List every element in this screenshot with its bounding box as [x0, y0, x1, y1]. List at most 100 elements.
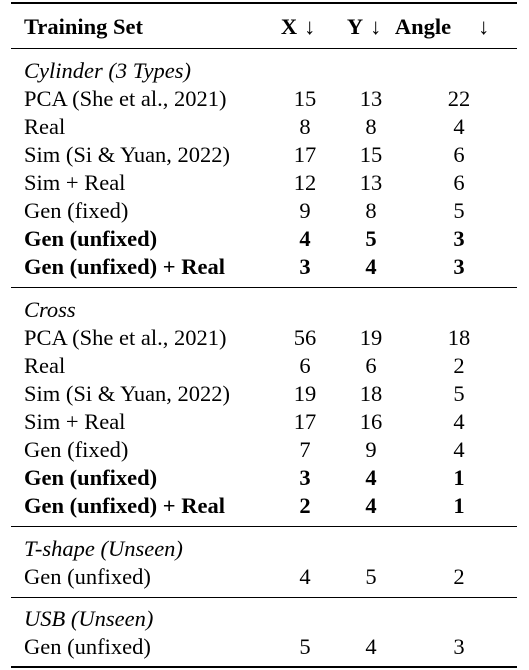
training-set-cell: Gen (fixed): [24, 437, 129, 462]
y-error-cell-value: 9: [365, 437, 377, 462]
y-error-cell-value: 15: [359, 142, 383, 167]
training-set-cell: Gen (unfixed): [24, 634, 151, 659]
table-row: Sim + Real 17 16 4: [0, 408, 529, 436]
down-arrow-icon: ↓: [478, 14, 490, 39]
group-title: T-shape (Unseen): [0, 535, 529, 563]
x-error-cell-value: 6: [299, 353, 311, 378]
angle-error-cell-value: 3: [453, 634, 465, 659]
y-error-cell-value: 8: [365, 198, 377, 223]
group-title: USB (Unseen): [0, 605, 529, 633]
down-arrow-icon: ↓: [370, 14, 382, 39]
angle-error-cell-value: 4: [453, 114, 465, 139]
x-error-cell-value: 3: [299, 465, 311, 490]
table-row: Gen (unfixed) 4 5 2: [0, 563, 529, 591]
header-row: Training Set X ↓ Y ↓ Angle ↓: [24, 14, 490, 39]
table-row: Gen (fixed) 7 9 4: [0, 436, 529, 464]
group-title-label: T-shape (Unseen): [24, 536, 183, 561]
angle-error-cell-value: 2: [453, 353, 465, 378]
group-rule: [11, 597, 517, 598]
training-set-cell: Gen (unfixed): [24, 226, 158, 251]
x-error-cell-value: 7: [299, 437, 311, 462]
training-set-cell: Sim + Real: [24, 170, 126, 195]
table-row: Sim (Si & Yuan, 2022) 19 18 5: [0, 380, 529, 408]
x-error-cell-value: 5: [299, 634, 311, 659]
y-error-cell-value: 4: [365, 634, 377, 659]
training-set-cell: Sim + Real: [24, 409, 126, 434]
angle-error-cell-value: 3: [453, 254, 465, 279]
training-set-cell: Sim (Si & Yuan, 2022): [24, 381, 231, 406]
x-error-cell-value: 15: [293, 86, 317, 111]
table-row: Gen (fixed) 9 8 5: [0, 197, 529, 225]
x-error-cell-value: 17: [293, 409, 317, 434]
y-error-cell-value: 16: [359, 409, 383, 434]
y-error-cell-value: 19: [359, 325, 383, 350]
training-set-cell: Real: [24, 114, 66, 139]
table-row: Sim (Si & Yuan, 2022) 17 15 6: [0, 141, 529, 169]
table-row: Gen (unfixed) + Real 2 4 1: [0, 492, 529, 520]
training-set-cell: Gen (unfixed) + Real: [24, 254, 225, 279]
y-error-cell-value: 4: [365, 254, 377, 279]
group-title-label: USB (Unseen): [24, 606, 154, 631]
angle-error-cell-value: 1: [453, 493, 465, 518]
y-error-cell-value: 8: [365, 114, 377, 139]
header-training-set: Training Set: [24, 14, 143, 39]
training-set-cell: Real: [24, 353, 66, 378]
angle-error-cell-value: 6: [453, 142, 465, 167]
training-set-cell: Gen (unfixed) + Real: [24, 493, 225, 518]
training-set-cell: Gen (fixed): [24, 198, 129, 223]
y-error-cell-value: 18: [359, 381, 383, 406]
x-error-cell-value: 8: [299, 114, 311, 139]
y-error-cell-value: 13: [359, 170, 383, 195]
y-error-cell-value: 4: [365, 465, 377, 490]
table-row: Sim + Real 12 13 6: [0, 169, 529, 197]
group-title-label: Cross: [24, 297, 76, 322]
top-rule: [11, 2, 517, 4]
angle-error-cell-value: 5: [453, 381, 465, 406]
training-set-cell: Gen (unfixed): [24, 564, 151, 589]
group-rule: [11, 287, 517, 288]
angle-error-cell-value: 18: [447, 325, 471, 350]
table-row: Real 8 8 4: [0, 113, 529, 141]
table-row: PCA (She et al., 2021) 15 13 22: [0, 85, 529, 113]
x-error-cell-value: 2: [299, 493, 311, 518]
table-row: Gen (unfixed) 4 5 3: [0, 225, 529, 253]
y-error-cell-value: 6: [365, 353, 377, 378]
x-error-cell-value: 17: [293, 142, 317, 167]
angle-error-cell-value: 2: [453, 564, 465, 589]
x-error-cell-value: 3: [299, 254, 311, 279]
angle-error-cell-value: 4: [453, 409, 465, 434]
x-error-cell-value: 4: [299, 226, 311, 251]
table-row: Gen (unfixed) 5 4 3: [0, 633, 529, 661]
y-error-cell-value: 5: [365, 564, 377, 589]
bottom-rule: [11, 666, 517, 668]
x-error-cell-value: 4: [299, 564, 311, 589]
angle-error-cell-value: 4: [453, 437, 465, 462]
angle-error-cell-value: 22: [447, 86, 471, 111]
y-error-cell-value: 5: [365, 226, 377, 251]
down-arrow-icon: ↓: [304, 14, 316, 39]
x-error-cell-value: 19: [293, 381, 317, 406]
training-set-cell: PCA (She et al., 2021): [24, 325, 227, 350]
angle-error-cell-value: 6: [453, 170, 465, 195]
group-title-label: Cylinder (3 Types): [24, 58, 192, 83]
y-error-cell-value: 4: [365, 493, 377, 518]
table-row: Gen (unfixed) 3 4 1: [0, 464, 529, 492]
y-error-cell-value: 13: [359, 86, 383, 111]
training-set-cell: PCA (She et al., 2021): [24, 86, 227, 111]
x-error-cell-value: 56: [293, 325, 317, 350]
group-title: Cross: [0, 296, 529, 324]
x-error-cell-value: 9: [299, 198, 311, 223]
angle-error-cell-value: 3: [453, 226, 465, 251]
x-error-cell-value: 12: [293, 170, 317, 195]
group-title: Cylinder (3 Types): [0, 57, 529, 85]
angle-error-cell-value: 1: [453, 465, 465, 490]
table-row: Gen (unfixed) + Real 3 4 3: [0, 253, 529, 281]
header-rule: [11, 48, 517, 49]
table-row: PCA (She et al., 2021) 56 19 18: [0, 324, 529, 352]
training-set-cell: Gen (unfixed): [24, 465, 158, 490]
group-rule: [11, 526, 517, 527]
training-set-cell: Sim (Si & Yuan, 2022): [24, 142, 231, 167]
angle-error-cell-value: 5: [453, 198, 465, 223]
table-row: Real 6 6 2: [0, 352, 529, 380]
